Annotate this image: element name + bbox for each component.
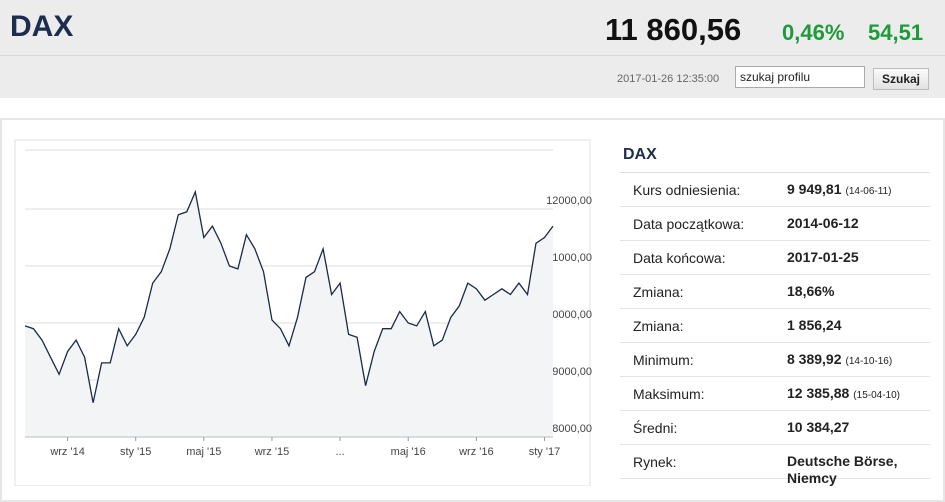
y-tick-label: 8000,00 [552, 423, 592, 435]
line-area [25, 191, 553, 437]
table-row: Minimum: 8 389,92 (14-10-16) [620, 343, 930, 377]
value-text: 1 856,24 [787, 317, 842, 333]
row-value: Deutsche Börse, Niemcy [787, 453, 922, 487]
row-label: Zmiana: [633, 284, 684, 300]
price: 11 860,56 [605, 12, 742, 47]
header: DAX 11 860,56 0,46% 54,51 2017-01-26 12:… [0, 0, 945, 98]
value-text: 12 385,88 [787, 385, 850, 401]
x-tick-label: ... [336, 446, 345, 458]
row-label: Data początkowa: [633, 216, 745, 232]
row-label: Maksimum: [633, 386, 705, 402]
table-row: Maksimum: 12 385,88 (15-04-10) [620, 377, 930, 411]
table-row: Rynek: Deutsche Börse, Niemcy [620, 445, 930, 486]
row-label: Średni: [633, 420, 678, 436]
x-tick-label: maj '16 [391, 446, 426, 458]
row-label: Zmiana: [633, 318, 684, 334]
index-title: DAX [10, 10, 74, 43]
timestamp: 2017-01-26 12:35:00 [617, 73, 720, 85]
row-label: Minimum: [633, 352, 694, 368]
table-row: Zmiana: 18,66% [620, 275, 930, 309]
y-tick-label: 12000,00 [546, 195, 592, 207]
value-text: 18,66% [787, 283, 835, 299]
value-text: 2017-01-25 [787, 249, 859, 265]
value-text: 2014-06-12 [787, 215, 859, 231]
x-tick-label: wrz '16 [458, 446, 494, 458]
value-date: (14-10-16) [845, 356, 893, 367]
table-row: Średni: 10 384,27 [620, 411, 930, 445]
info-table: DAX Kurs odniesienia: 9 949,81 (14-06-11) D… [620, 140, 930, 486]
search-input[interactable]: szukaj profilu [735, 66, 865, 88]
row-label: Data końcowa: [633, 250, 726, 266]
row-value: 10 384,27 [787, 419, 922, 436]
x-tick-label: sty '17 [529, 446, 560, 458]
search-button[interactable]: Szukaj [873, 68, 929, 90]
row-value: 12 385,88 (15-04-10) [787, 385, 922, 404]
row-value: 1 856,24 [787, 317, 922, 334]
y-tick-label: 9000,00 [552, 366, 592, 378]
value-text: 10 384,27 [787, 419, 850, 435]
value-text: Deutsche Börse, Niemcy [787, 453, 898, 486]
row-value: 2014-06-12 [787, 215, 922, 232]
y-tick-label: 10000,00 [546, 309, 592, 321]
row-value: 9 949,81 (14-06-11) [787, 181, 922, 200]
x-tick-label: maj '15 [186, 446, 221, 458]
value-text: 9 949,81 [787, 181, 842, 197]
x-tick-label: wrz '15 [254, 446, 290, 458]
table-row: Data początkowa: 2014-06-12 [620, 207, 930, 241]
value-date: (14-06-11) [845, 186, 892, 197]
line [24, 189, 554, 403]
row-value: 18,66% [787, 283, 922, 300]
table-row: Zmiana: 1 856,24 [620, 309, 930, 343]
value-text: 8 389,92 [787, 351, 842, 367]
row-value: 2017-01-25 [787, 249, 922, 266]
x-tick-label: wrz '14 [49, 446, 85, 458]
x-tick-label: sty '15 [120, 446, 151, 458]
separator [0, 55, 945, 56]
table-row: Data końcowa: 2017-01-25 [620, 241, 930, 275]
chart: 8000,00 9000,00 10000,00 11000,00 12000,00 wr… [14, 139, 592, 486]
row-label: Kurs odniesienia: [633, 182, 741, 198]
table-title: DAX [620, 140, 930, 173]
y-tick-label: 11000,00 [547, 252, 592, 264]
value-date: (15-04-10) [853, 390, 900, 401]
row-value: 8 389,92 (14-10-16) [787, 351, 922, 370]
change-absolute: 54,51 [868, 20, 924, 45]
table-row: Kurs odniesienia: 9 949,81 (14-06-11) [620, 173, 930, 207]
row-label: Rynek: [633, 454, 677, 470]
change-percent: 0,46% [782, 20, 845, 45]
